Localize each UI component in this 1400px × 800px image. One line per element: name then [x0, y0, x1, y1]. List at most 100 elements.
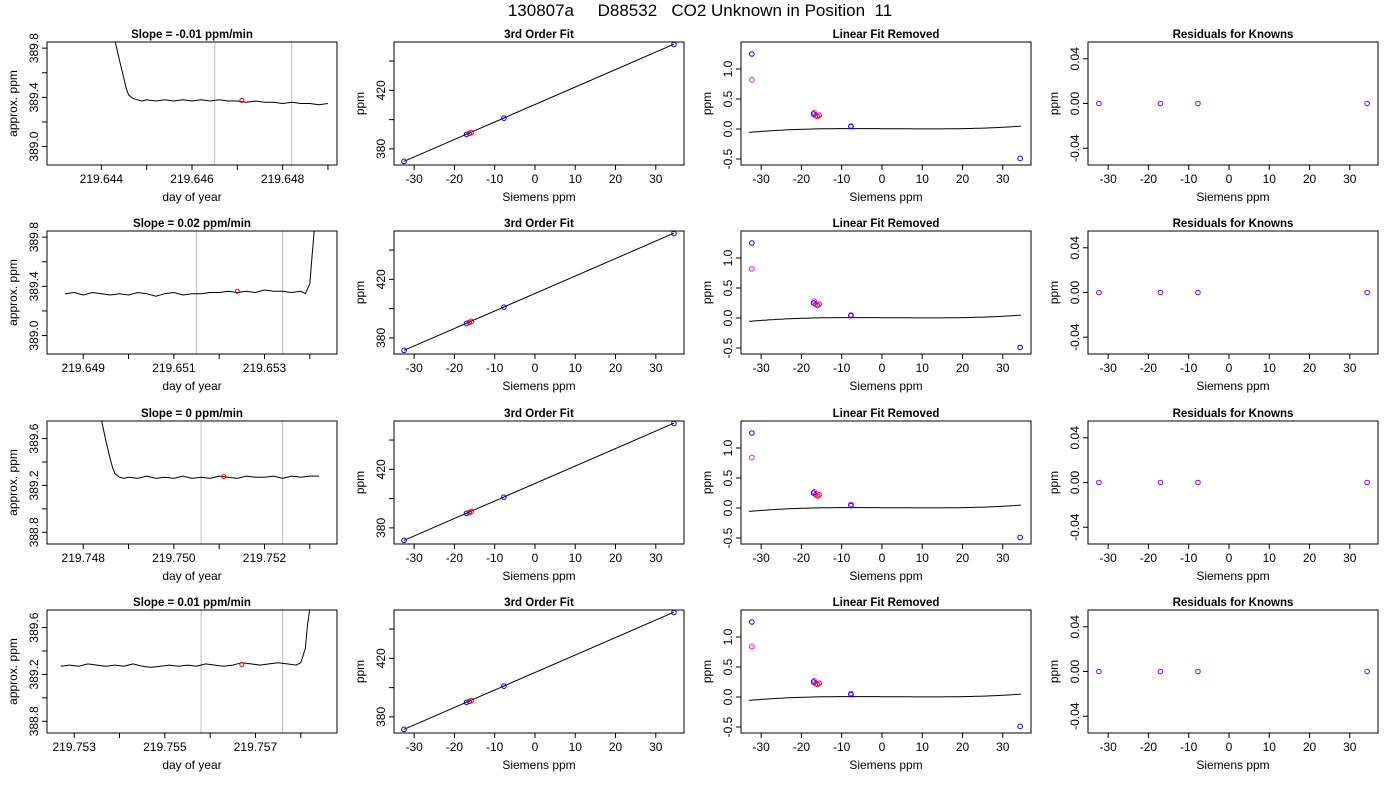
x-tick-label: -20	[446, 551, 464, 565]
known-point	[1017, 534, 1023, 541]
known-point	[810, 111, 817, 117]
y-tick-label: 389.2	[27, 470, 41, 500]
x-tick-label: 0	[879, 172, 886, 186]
y-axis-label: ppm	[1047, 471, 1061, 494]
residual-point	[1157, 100, 1164, 107]
y-tick-label: 0.04	[1068, 426, 1082, 450]
plot-frame	[46, 41, 338, 166]
y-tick-label: 389.8	[27, 222, 41, 252]
panel-title: Linear Fit Removed	[833, 218, 940, 230]
y-tick-label: 389.8	[27, 33, 41, 63]
plot-frame	[1087, 41, 1379, 166]
plot-area	[749, 430, 1023, 541]
y-tick-label: -0.5	[721, 148, 735, 169]
x-tick-label: -20	[793, 361, 811, 375]
residual-point	[1157, 668, 1164, 675]
known-point	[810, 679, 817, 685]
y-tick-label: 1.0	[721, 439, 735, 456]
x-tick-label: 30	[996, 551, 1010, 565]
y-axis-label: ppm	[1047, 92, 1061, 115]
x-tick-label: -20	[1140, 740, 1158, 754]
known-point	[810, 490, 817, 496]
x-tick-label: 20	[609, 551, 623, 565]
x-tick-label: 10	[569, 172, 583, 186]
x-tick-label: 30	[1343, 740, 1357, 754]
y-axis-label: ppm	[700, 471, 714, 494]
plot-frame	[740, 41, 1032, 166]
panel-r1-linear-removed: Linear Fit Removed -30 -20 -10 0 10 20 30 Siemen…	[700, 29, 1032, 204]
panel-title: 3rd Order Fit	[504, 597, 574, 609]
residual-point	[1364, 479, 1370, 486]
fit-point	[816, 301, 822, 308]
y-axis-label: approx. ppm	[6, 259, 20, 326]
x-axis-label: Siemens ppm	[1196, 190, 1269, 204]
x-tick-label: 219.648	[261, 172, 305, 186]
y-tick-label: 388.8	[27, 706, 41, 736]
panel-title: Residuals for Knowns	[1173, 29, 1294, 41]
plot-frame	[740, 230, 1032, 355]
x-tick-label: 0	[1226, 172, 1233, 186]
y-tick-label: 0.5	[721, 90, 735, 107]
fit-line	[403, 611, 675, 730]
x-tick-label: 30	[649, 551, 663, 565]
x-tick-label: 30	[649, 172, 663, 186]
known-point	[501, 683, 507, 689]
known-point	[848, 691, 854, 698]
plot-frame	[740, 420, 1032, 545]
x-axis-label: Siemens ppm	[1196, 379, 1269, 393]
fit-line	[403, 422, 675, 541]
x-tick-label: 219.752	[243, 551, 287, 565]
panel-title: 3rd Order Fit	[504, 218, 574, 230]
residual-point	[1364, 668, 1370, 675]
x-tick-label: -30	[752, 172, 770, 186]
known-point	[810, 300, 817, 306]
x-tick-label: 219.653	[243, 361, 287, 375]
sample-marker	[239, 97, 245, 103]
x-axis-label: day of year	[162, 379, 221, 393]
y-axis-label: approx. ppm	[6, 449, 20, 516]
y-tick-label: 0.04	[1068, 615, 1082, 639]
panel-title: Linear Fit Removed	[833, 597, 940, 609]
known-point	[848, 312, 854, 319]
y-tick-label: 420	[374, 269, 388, 289]
x-tick-label: 0	[532, 551, 539, 565]
panel-title: Slope = 0.01 ppm/min	[133, 597, 251, 609]
x-tick-label: -20	[1140, 551, 1158, 565]
known-point	[463, 510, 470, 517]
x-tick-label: 10	[1263, 740, 1277, 754]
y-tick-label: -0.04	[1068, 134, 1082, 162]
y-tick-label: -0.5	[721, 527, 735, 548]
residual-point	[1195, 289, 1201, 296]
residual-point	[1195, 100, 1201, 107]
plot-frame	[393, 41, 685, 166]
x-axis-label: Siemens ppm	[849, 758, 922, 772]
x-axis-label: Siemens ppm	[1196, 758, 1269, 772]
y-tick-label: 1.0	[721, 60, 735, 77]
y-tick-label: 0.0	[721, 309, 735, 326]
y-tick-label: 0.5	[721, 469, 735, 486]
x-tick-label: 10	[916, 361, 930, 375]
known-point	[401, 726, 407, 733]
panel-r1-residuals: Residuals for Knowns -30 -20 -10 0 10 20 30 Siem…	[1047, 29, 1379, 204]
panel-r2-residuals: Residuals for Knowns -30 -20 -10 0 10 20 30 Siem…	[1047, 218, 1379, 393]
x-tick-label: 219.748	[62, 551, 106, 565]
x-tick-label: 30	[1343, 172, 1357, 186]
plot-area	[1096, 289, 1370, 296]
known-point	[749, 619, 755, 625]
x-tick-label: -30	[1099, 172, 1117, 186]
x-tick-label: 0	[1226, 740, 1233, 754]
unknown-point	[749, 643, 755, 650]
y-tick-label: 420	[374, 648, 388, 668]
y-axis-label: approx. ppm	[6, 638, 20, 705]
x-tick-label: 0	[1226, 551, 1233, 565]
x-tick-label: 219.750	[152, 551, 196, 565]
x-tick-label: -20	[793, 551, 811, 565]
x-tick-label: -10	[1180, 172, 1198, 186]
panel-r3-linear-removed: Linear Fit Removed -30 -20 -10 0 10 20 30 Siemen…	[700, 408, 1032, 583]
panel-title: Linear Fit Removed	[833, 29, 940, 41]
x-axis-label: Siemens ppm	[502, 190, 575, 204]
fit-point	[468, 508, 475, 515]
x-tick-label: -30	[752, 361, 770, 375]
y-tick-label: 389.4	[27, 271, 41, 301]
plot-area	[401, 610, 677, 733]
